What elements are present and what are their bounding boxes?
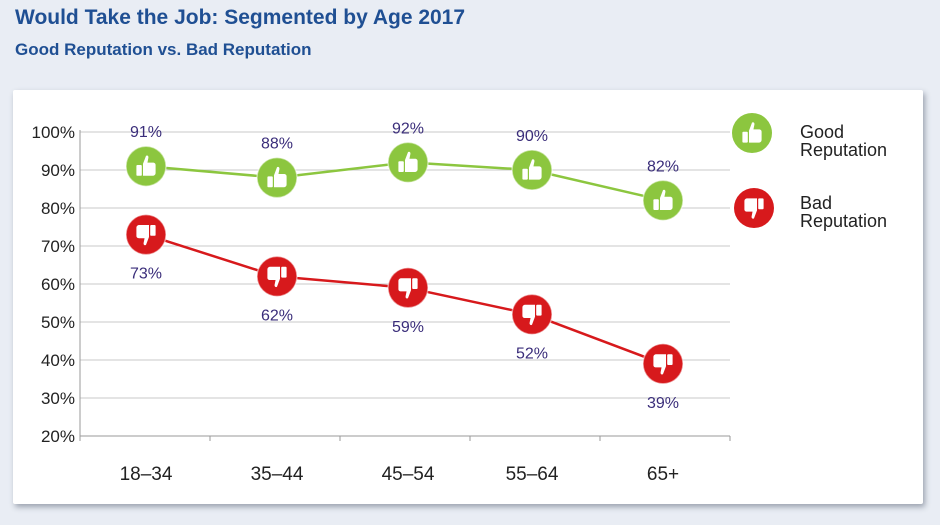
marker-ring	[642, 179, 684, 222]
bad-reputation-point	[642, 343, 684, 385]
legend-marker	[732, 113, 772, 153]
y-tick-label: 70%	[41, 237, 75, 256]
data-label: 52%	[516, 345, 548, 362]
bad-reputation-point	[125, 213, 167, 256]
data-label: 88%	[261, 136, 293, 153]
data-label: 59%	[392, 319, 424, 336]
series: 91% 88% 92% 90% 82% 73% 62% 59% 52% 39%	[125, 120, 684, 412]
bad-reputation-point	[511, 293, 553, 336]
marker-ring	[387, 141, 429, 184]
y-tick-label: 50%	[41, 313, 75, 332]
data-label: 82%	[647, 158, 679, 175]
data-label: 62%	[261, 307, 293, 324]
x-category-label: 18–34	[120, 464, 173, 485]
good-reputation-point	[387, 141, 429, 184]
x-axis-category-labels: 18–34 35–44 45–54 55–64 65+	[120, 464, 680, 485]
x-category-label: 35–44	[251, 464, 304, 485]
y-tick-label: 40%	[41, 351, 75, 370]
marker-ring	[511, 293, 553, 336]
data-label: 92%	[392, 120, 424, 137]
data-label: 39%	[647, 395, 679, 412]
good-reputation-point	[256, 156, 298, 199]
legend-marker	[734, 188, 774, 228]
y-tick-label: 30%	[41, 389, 75, 408]
x-category-label: 45–54	[382, 464, 435, 485]
bad-reputation-point	[387, 267, 429, 309]
marker-ring	[387, 267, 429, 309]
series-bad-reputation: 73% 62% 59% 52% 39%	[125, 213, 684, 412]
chart-subtitle: Good Reputation vs. Bad Reputation	[15, 40, 312, 59]
data-label: 73%	[130, 266, 162, 283]
chart-title: Would Take the Job: Segmented by Age 201…	[15, 6, 466, 29]
data-label: 91%	[130, 124, 162, 141]
y-tick-label: 80%	[41, 199, 75, 218]
marker-ring	[125, 145, 167, 187]
marker-ring	[256, 156, 298, 199]
y-tick-label: 60%	[41, 275, 75, 294]
marker-ring	[511, 149, 553, 191]
data-label: 90%	[516, 128, 548, 145]
marker-ring	[642, 343, 684, 385]
bad-reputation-point	[256, 255, 298, 298]
good-reputation-point	[125, 145, 167, 187]
y-tick-label: 20%	[41, 427, 75, 446]
legend-label: Reputation	[800, 211, 887, 231]
legend-label: Reputation	[800, 140, 887, 160]
y-tick-label: 90%	[41, 161, 75, 180]
good-reputation-point	[642, 179, 684, 222]
x-category-label: 65+	[647, 464, 679, 485]
marker-ring	[256, 255, 298, 298]
legend-label: Good	[800, 122, 844, 142]
axes	[79, 130, 731, 441]
good-reputation-point	[511, 149, 553, 191]
y-axis-tick-labels: 20% 30% 40% 50% 60% 70% 80% 90% 100%	[32, 123, 75, 446]
y-tick-label: 100%	[32, 123, 75, 142]
legend-label: Bad	[800, 193, 832, 213]
series-good-reputation: 91% 88% 92% 90% 82%	[125, 120, 684, 222]
marker-ring	[125, 213, 167, 256]
x-category-label: 55–64	[506, 464, 559, 485]
